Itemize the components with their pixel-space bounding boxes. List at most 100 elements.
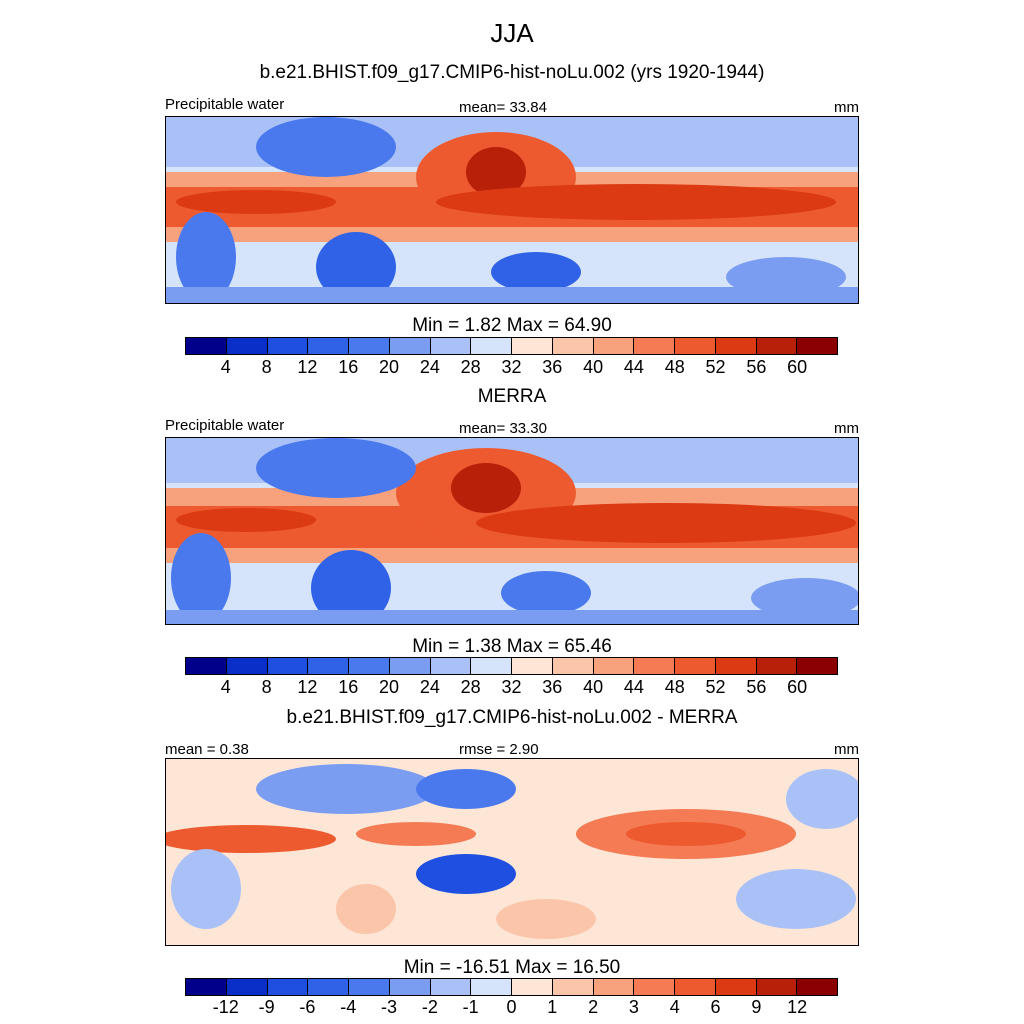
minmax-label-obs: Min = 1.38 Max = 65.46 bbox=[412, 636, 612, 657]
colorbar-model bbox=[185, 337, 838, 355]
colorbar-tick-label: 60 bbox=[787, 357, 808, 377]
colorbar-tick-label: 9 bbox=[751, 997, 762, 1017]
colorbar-segment bbox=[308, 979, 349, 995]
colorbar-tick-label: -6 bbox=[299, 997, 316, 1017]
colorbar-segment bbox=[797, 338, 837, 354]
colorbar-tick-label: 1 bbox=[547, 997, 558, 1017]
colorbar-segment bbox=[634, 979, 675, 995]
colorbar-segment bbox=[430, 338, 472, 354]
colorbar-segment bbox=[226, 979, 268, 995]
colorbar-tick-label: 52 bbox=[705, 357, 726, 377]
colorbar-tick-label: 32 bbox=[501, 677, 522, 697]
colorbar-segment bbox=[756, 338, 798, 354]
colorbar-tick-label: 20 bbox=[379, 677, 400, 697]
page-title: JJA bbox=[490, 18, 534, 48]
colorbar-segment bbox=[756, 658, 798, 674]
panel-units-label-diff: mm bbox=[834, 741, 859, 758]
colorbar-segment bbox=[471, 979, 512, 995]
colorbar-segment bbox=[552, 338, 594, 354]
colorbar-tick-label: 40 bbox=[583, 677, 604, 697]
panel-rmse-label-diff: rmse = 2.90 bbox=[459, 741, 539, 758]
colorbar-tick-label: 24 bbox=[419, 357, 440, 377]
panel-left-label-model: Precipitable water bbox=[165, 96, 285, 113]
colorbar-segment bbox=[715, 338, 757, 354]
colorbar-segment bbox=[267, 658, 309, 674]
colorbar-segment bbox=[593, 979, 635, 995]
colorbar-tick-label: 44 bbox=[623, 357, 644, 377]
colorbar-segment bbox=[552, 658, 594, 674]
colorbar-tick-label: 8 bbox=[261, 357, 272, 377]
colorbar-tick-label: 36 bbox=[542, 357, 563, 377]
colorbar-tick-label: 12 bbox=[787, 997, 808, 1017]
colorbar-segment bbox=[593, 658, 635, 674]
panel-left-label-obs: Precipitable water bbox=[165, 417, 285, 434]
colorbar-tick-label: 16 bbox=[338, 357, 359, 377]
colorbar-segment bbox=[389, 979, 431, 995]
colorbar-segment bbox=[634, 658, 675, 674]
colorbar-segment bbox=[512, 338, 553, 354]
colorbar-tick-label: 0 bbox=[506, 997, 517, 1017]
colorbar-tick-label: 32 bbox=[501, 357, 522, 377]
colorbar-ticks-obs: 4 8 12 16 20 24 28 32 36 40 44 48 52 56 60 bbox=[185, 677, 838, 699]
colorbar-segment bbox=[552, 979, 594, 995]
colorbar-segment bbox=[389, 658, 431, 674]
colorbar-segment bbox=[186, 338, 227, 354]
map-panel-diff bbox=[165, 758, 859, 946]
colorbar-segment bbox=[797, 658, 837, 674]
colorbar-tick-label: 12 bbox=[297, 357, 318, 377]
colorbar-tick-label: -4 bbox=[340, 997, 357, 1017]
colorbar-segment bbox=[675, 979, 716, 995]
map-field-diff bbox=[166, 759, 858, 945]
colorbar-segment bbox=[430, 658, 472, 674]
colorbar-tick-label: 4 bbox=[220, 357, 231, 377]
colorbar-segment bbox=[267, 979, 309, 995]
colorbar-ticks-model: 4 8 12 16 20 24 28 32 36 40 44 48 52 56 60 bbox=[185, 357, 838, 379]
colorbar-segment bbox=[349, 979, 390, 995]
panel-mean-label-obs: mean= 33.30 bbox=[459, 420, 547, 437]
colorbar-segment bbox=[715, 979, 757, 995]
colorbar-tick-label: 44 bbox=[623, 677, 644, 697]
colorbar-tick-label: 56 bbox=[746, 677, 767, 697]
colorbar-tick-label: 8 bbox=[261, 677, 272, 697]
colorbar-segment bbox=[430, 979, 472, 995]
colorbar-tick-label: -3 bbox=[381, 997, 398, 1017]
panel-mean-label-model: mean= 33.84 bbox=[459, 99, 547, 116]
colorbar-tick-label: 4 bbox=[669, 997, 680, 1017]
colorbar-segment bbox=[512, 979, 553, 995]
colorbar-segment bbox=[226, 338, 268, 354]
colorbar-segment bbox=[471, 338, 512, 354]
colorbar-segment bbox=[715, 658, 757, 674]
colorbar-tick-label: 28 bbox=[460, 357, 481, 377]
minmax-label-diff: Min = -16.51 Max = 16.50 bbox=[403, 957, 621, 978]
colorbar-segment bbox=[471, 658, 512, 674]
colorbar-segment bbox=[512, 658, 553, 674]
colorbar-segment bbox=[226, 658, 268, 674]
colorbar-tick-label: 3 bbox=[628, 997, 639, 1017]
colorbar-segment bbox=[267, 338, 309, 354]
panel-units-label-model: mm bbox=[834, 99, 859, 116]
colorbar-tick-label: 12 bbox=[297, 677, 318, 697]
colorbar-ticks-diff: -12 -9 -6 -4 -3 -2 -1 0 1 2 3 4 6 9 12 bbox=[185, 997, 838, 1019]
colorbar-tick-label: -1 bbox=[462, 997, 479, 1017]
colorbar-tick-label: -2 bbox=[421, 997, 438, 1017]
colorbar-tick-label: 52 bbox=[705, 677, 726, 697]
colorbar-segment bbox=[186, 658, 227, 674]
colorbar-tick-label: 48 bbox=[664, 357, 685, 377]
colorbar-tick-label: 20 bbox=[379, 357, 400, 377]
colorbar-tick-label: 16 bbox=[338, 677, 359, 697]
colorbar-tick-label: 36 bbox=[542, 677, 563, 697]
panel-mean-label-diff: mean = 0.38 bbox=[165, 741, 249, 758]
colorbar-tick-label: 28 bbox=[460, 677, 481, 697]
panel-units-label-obs: mm bbox=[834, 420, 859, 437]
colorbar-segment bbox=[675, 658, 716, 674]
colorbar-tick-label: 24 bbox=[419, 677, 440, 697]
minmax-label-model: Min = 1.82 Max = 64.90 bbox=[412, 315, 612, 336]
colorbar-tick-label: 6 bbox=[710, 997, 721, 1017]
colorbar-tick-label: 2 bbox=[588, 997, 599, 1017]
colorbar-tick-label: -12 bbox=[212, 997, 239, 1017]
map-field-model bbox=[166, 117, 858, 303]
colorbar-segment bbox=[675, 338, 716, 354]
colorbar-tick-label: 4 bbox=[220, 677, 231, 697]
panel-title-diff: b.e21.BHIST.f09_g17.CMIP6-hist-noLu.002 … bbox=[286, 707, 738, 728]
colorbar-segment bbox=[756, 979, 798, 995]
